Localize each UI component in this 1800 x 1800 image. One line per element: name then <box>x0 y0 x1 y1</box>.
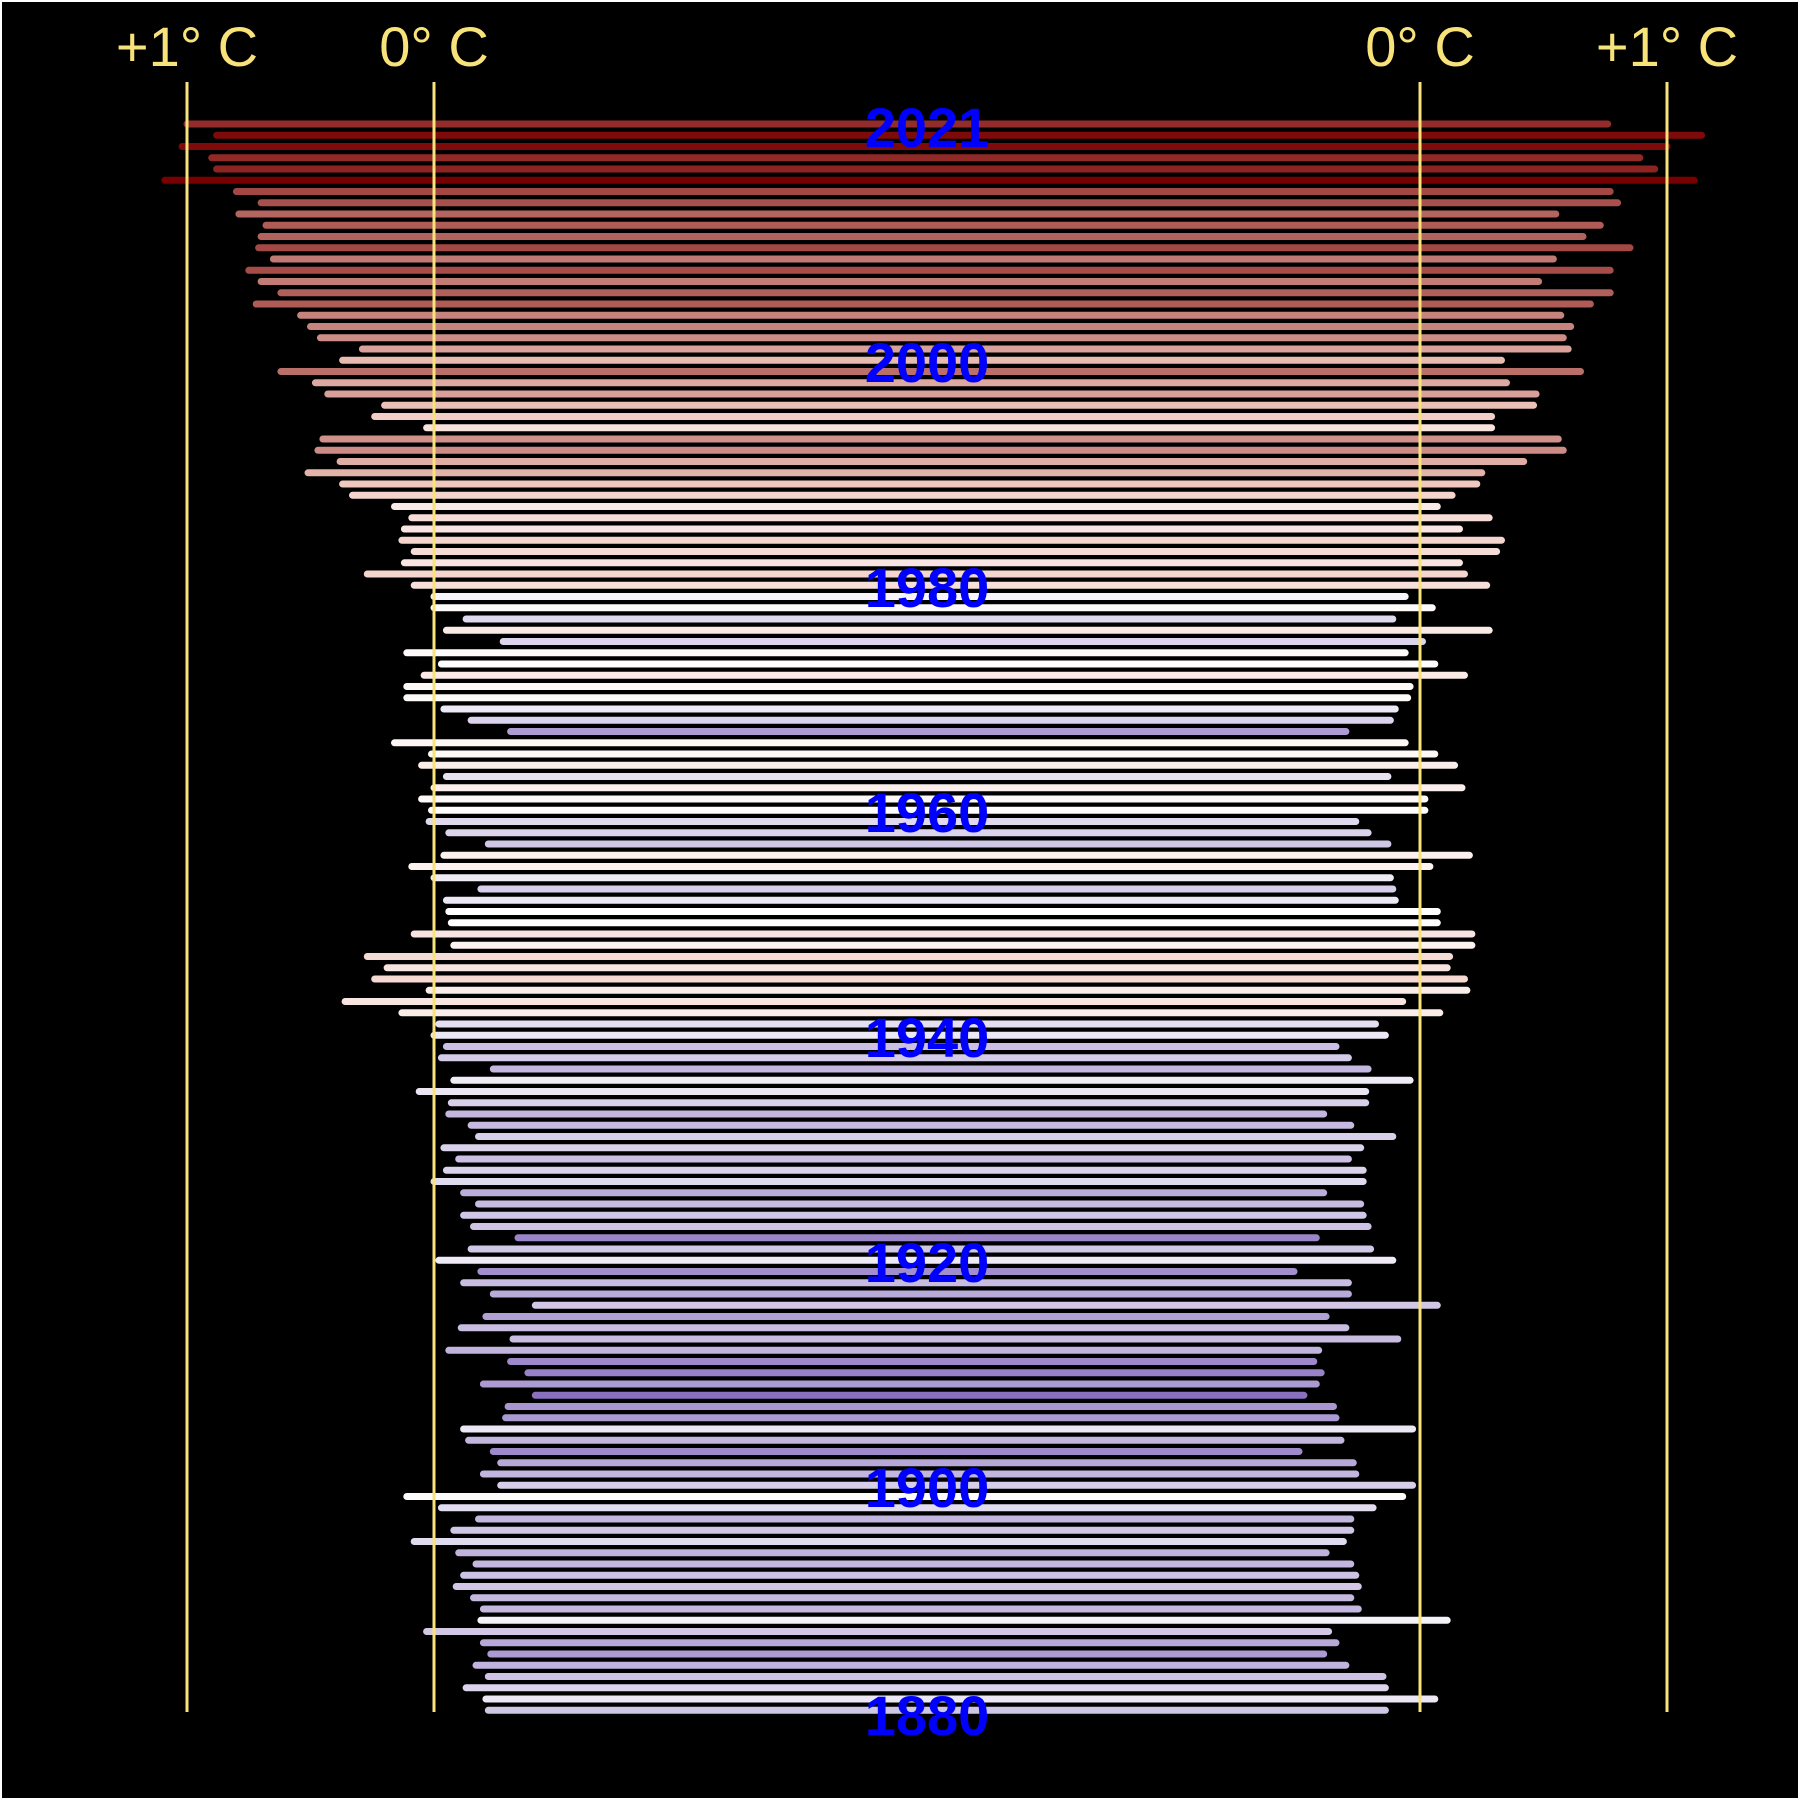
year-label-1980: 1980 <box>865 556 990 619</box>
label-left-zero: 0° C <box>379 15 489 78</box>
year-label-1920: 1920 <box>865 1231 990 1294</box>
year-label-1900: 1900 <box>865 1456 990 1519</box>
label-right-plus1: +1° C <box>1596 15 1738 78</box>
year-label-1940: 1940 <box>865 1006 990 1069</box>
year-label-2000: 2000 <box>865 331 990 394</box>
year-label-1960: 1960 <box>865 781 990 844</box>
year-labels: 2021 2000 1980 1960 1940 1920 1900 1880 <box>865 96 990 1747</box>
reference-lines <box>185 82 1669 1712</box>
label-left-plus1: +1° C <box>116 15 258 78</box>
bars-layer <box>161 120 1706 1714</box>
year-label-1880: 1880 <box>865 1684 990 1747</box>
label-right-zero: 0° C <box>1365 15 1475 78</box>
reference-labels: +1° C 0° C 0° C +1° C <box>116 15 1738 78</box>
year-label-2021: 2021 <box>865 96 990 159</box>
